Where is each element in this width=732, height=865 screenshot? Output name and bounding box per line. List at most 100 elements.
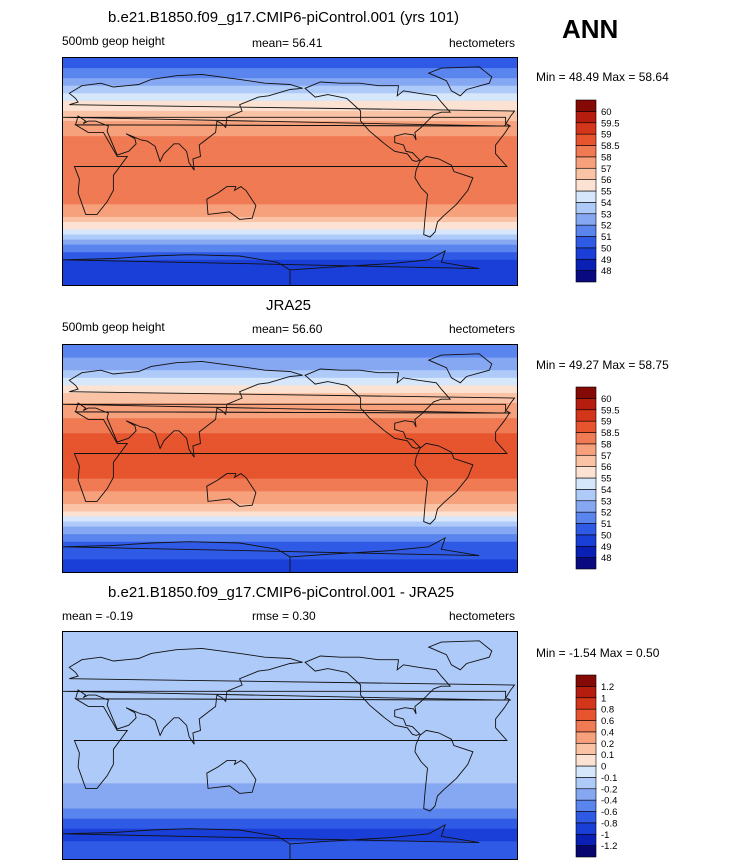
field-band [63,357,517,361]
field-band [63,669,517,673]
field-band [63,262,517,266]
field-band [63,415,517,419]
colorbar-tick-label: 50 [601,243,612,254]
field-band [63,181,517,185]
field-band [63,811,517,815]
field-band [63,445,517,450]
colorbar-swatch [575,111,597,124]
field-band [63,377,517,381]
field-band [63,717,517,721]
coastline [63,647,516,745]
colorbar-tick-label: 56 [601,175,612,186]
field-band [63,758,517,762]
field-band [63,501,517,505]
field-band [63,219,517,223]
field-band [63,229,517,233]
coastline [73,698,511,789]
field-band [63,554,517,558]
field-band [63,413,517,417]
field-band [63,544,517,548]
colorbar-tick-label: 58 [601,152,612,163]
colorbar-tick-label: 48 [601,266,612,277]
field-band [63,647,517,651]
field-band [63,667,517,671]
field-band [63,60,517,64]
panel-3-units-label: hectometers [449,609,516,623]
field-band [63,710,517,714]
colorbar-tick-label: -0.2 [601,784,617,795]
panel-3-map [62,631,518,860]
colorbar-tick-label: 50 [601,530,612,541]
field-band [63,513,517,518]
coastline [63,823,480,859]
field-band [63,158,517,163]
field-band [63,156,517,160]
field-band [63,234,517,238]
panel-3-minmax-label: Min = -1.54 Max = 0.50 [536,646,660,660]
field-band [63,455,517,460]
field-band [63,382,517,386]
colorbar-swatch [575,454,597,467]
map-canvas [63,58,517,285]
coastline [73,124,511,215]
colorbar-tick-label: 59.5 [601,118,620,129]
colorbar-tick-label: 59 [601,417,612,428]
field-band [63,171,517,175]
field-band [63,476,517,480]
field-band [63,468,517,472]
colorbar-swatch [575,398,597,411]
panel-1-variable-label: 500mb geop height [62,34,165,48]
field-band [63,478,517,482]
colorbar-tick-label: 57 [601,164,612,175]
field-band [63,725,517,729]
field-band [63,654,517,658]
colorbar-swatch [575,99,597,112]
field-band [63,176,517,180]
colorbar-tick-label: -1 [601,830,609,841]
field-band [63,483,517,487]
field-band [63,687,517,691]
field-band [63,692,517,696]
colorbar-tick-label: 49 [601,542,612,553]
field-band [63,247,517,251]
field-band [63,536,517,540]
panel-2-variable-label: 500mb geop height [62,320,165,334]
field-band [63,534,517,538]
colorbar-tick-label: -0.1 [601,773,617,784]
field-band [63,418,517,422]
colorbar-swatch [575,731,597,744]
colorbar-swatch [575,133,597,146]
panel-3-colorbar: -1.2 -1 -0.8 -0.6 -0.4 -0.2 -0.1 0 0.1 0.2 0.4 0.6 0… [575,674,636,858]
field-band [63,493,517,497]
field-band [63,166,517,170]
field-band [63,367,517,371]
field-band [63,806,517,810]
field-band [63,350,517,354]
field-band [63,677,517,681]
field-band [63,496,517,500]
field-band [63,126,517,130]
field-band [63,634,517,638]
field-band [63,244,517,248]
field-band [63,201,517,205]
field-band [63,184,517,188]
field-band [63,745,517,749]
panel-3-mean-label: mean = -0.19 [62,609,134,623]
coastline [73,411,511,502]
field-band [63,524,517,528]
map-canvas [63,345,517,572]
colorbar-swatch [575,754,597,767]
colorbar-swatch [575,432,597,445]
panel-3-rmse-label: rmse = 0.30 [252,609,316,623]
colorbar-swatch [575,167,597,180]
panel-1-minmax-label: Min = 48.49 Max = 58.64 [536,70,669,84]
field-band [63,65,517,69]
field-band [63,765,517,769]
colorbar-tick-label: 58 [601,439,612,450]
field-band [63,770,517,774]
field-band [63,440,517,444]
field-band [63,664,517,668]
field-band [63,93,517,97]
field-band [63,148,517,152]
